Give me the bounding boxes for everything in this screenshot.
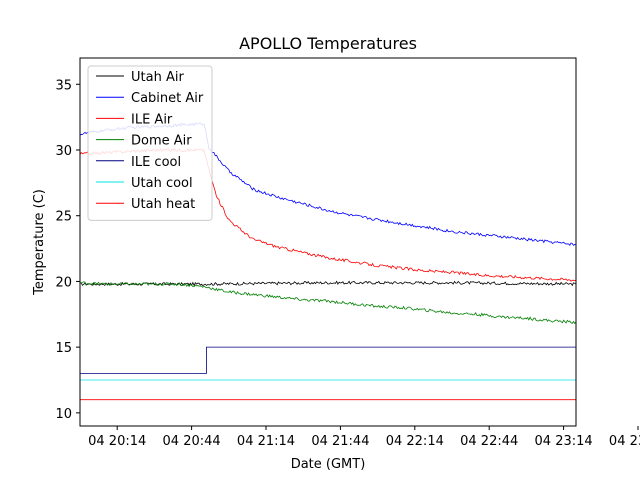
series-line-ile-cool	[80, 346, 576, 374]
legend-label: Utah Air	[131, 70, 184, 85]
y-tick-label: 35	[55, 78, 72, 93]
x-tick-label: 04 23:14	[535, 434, 593, 449]
series-line-dome-air	[79, 281, 577, 325]
y-tick-label: 25	[55, 210, 72, 225]
x-tick-label: 04 20:14	[88, 434, 146, 449]
legend-label: ILE Air	[131, 112, 173, 127]
chart-title: APOLLO Temperatures	[239, 34, 417, 53]
y-tick-label: 20	[55, 275, 72, 290]
x-tick-label: 04 22:44	[460, 434, 518, 449]
y-tick-label: 30	[55, 144, 72, 159]
legend-label: ILE cool	[131, 155, 181, 170]
series-line-utah-air	[79, 280, 577, 287]
x-tick-label: 04 21:44	[311, 434, 369, 449]
legend-label: Utah cool	[131, 176, 193, 191]
x-tick-label: 04 20:44	[163, 434, 221, 449]
series-layer	[79, 122, 577, 401]
plot-frame	[79, 57, 577, 427]
legend-label: Utah heat	[131, 197, 195, 212]
legend: Utah Air Cabinet Air ILE Air Dome Air ILE co…	[87, 65, 213, 221]
legend-label: Cabinet Air	[131, 91, 204, 106]
legend-label: Dome Air	[131, 134, 192, 149]
x-axis-title: Date (GMT)	[291, 457, 366, 472]
y-axis-title: Temperature (C)	[32, 189, 47, 296]
y-axis: 10 15 20 25 30 35	[55, 78, 80, 422]
y-tick-label: 10	[55, 407, 72, 422]
y-tick-label: 15	[55, 341, 72, 356]
x-axis: 04 20:14 04 20:44 04 21:14 04 21:44 04 22:14…	[88, 426, 640, 449]
x-tick-label: 04 22:14	[386, 434, 444, 449]
x-tick-label: 04 21:14	[237, 434, 295, 449]
x-tick-label: 04 23:44	[609, 434, 640, 449]
